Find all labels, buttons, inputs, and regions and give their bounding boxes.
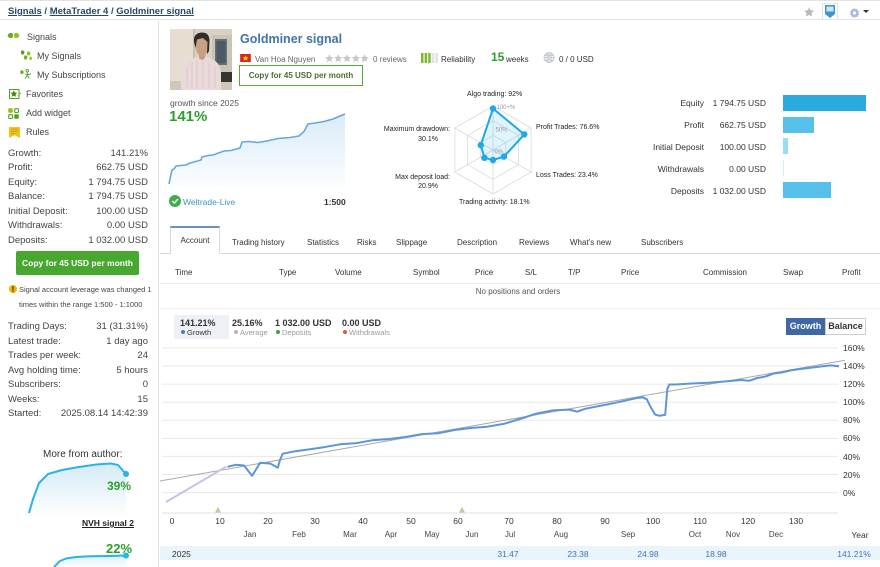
svg-text:100+%: 100+% [497, 105, 517, 111]
svg-text:50%: 50% [496, 128, 509, 134]
svg-text:0%: 0% [495, 150, 504, 156]
